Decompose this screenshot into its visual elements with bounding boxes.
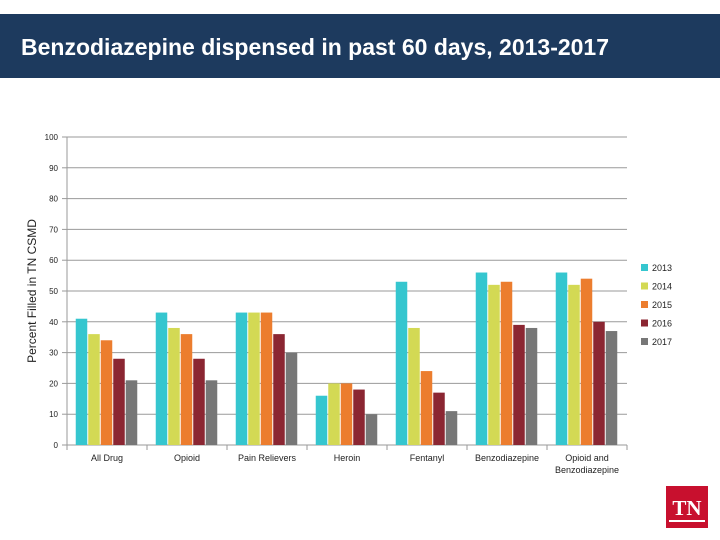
- bar: [593, 321, 605, 445]
- x-tick-label-line: Opioid: [174, 453, 200, 463]
- y-tick-label: 90: [49, 164, 58, 173]
- x-tick-label-line: Fentanyl: [410, 453, 445, 463]
- legend-label: 2015: [652, 300, 672, 310]
- bar: [365, 414, 378, 445]
- bar: [580, 278, 593, 445]
- x-tick-label-line: Pain Relievers: [238, 453, 297, 463]
- y-tick-label: 70: [49, 225, 58, 234]
- x-tick-label-line: Heroin: [334, 453, 361, 463]
- legend-swatch: [641, 301, 648, 308]
- bar: [525, 327, 538, 445]
- tn-logo-underline: [669, 520, 705, 522]
- x-tick-label: Pain Relievers: [238, 453, 297, 463]
- y-tick-label: 80: [49, 195, 58, 204]
- bar: [285, 352, 298, 445]
- bar: [395, 281, 408, 445]
- bar: [260, 312, 273, 445]
- x-tick-label: All Drug: [91, 453, 123, 463]
- y-tick-label: 100: [45, 133, 59, 142]
- bar: [273, 334, 285, 445]
- x-tick-label: Heroin: [334, 453, 361, 463]
- x-tick-label: Benzodiazepine: [475, 453, 539, 463]
- bar: [605, 331, 618, 445]
- bar: [155, 312, 168, 445]
- bar: [100, 340, 113, 445]
- bar: [433, 392, 445, 445]
- legend-label: 2014: [652, 282, 672, 292]
- legend-swatch: [641, 264, 648, 271]
- legend-swatch: [641, 338, 648, 345]
- x-tick-label: Opioid: [174, 453, 200, 463]
- legend-label: 2016: [652, 319, 672, 329]
- bar: [248, 312, 260, 445]
- bar: [125, 380, 138, 445]
- y-axis-title: Percent Filled in TN CSMD: [25, 219, 39, 363]
- bar: [193, 358, 205, 445]
- y-tick-label: 10: [49, 410, 58, 419]
- bar: [408, 327, 420, 445]
- bar: [315, 395, 328, 445]
- bar: [500, 281, 513, 445]
- x-tick-label-line: Opioid and: [565, 453, 609, 463]
- y-tick-label: 40: [49, 318, 58, 327]
- title-bar: Benzodiazepine dispensed in past 60 days…: [0, 14, 720, 78]
- legend-label: 2013: [652, 263, 672, 273]
- x-tick-label-line: All Drug: [91, 453, 123, 463]
- tn-logo: TN: [666, 486, 708, 528]
- legend-swatch: [641, 319, 648, 327]
- y-tick-label: 30: [49, 349, 58, 358]
- bar: [328, 383, 340, 445]
- bar: [488, 284, 500, 445]
- legend-swatch: [641, 282, 648, 290]
- bar: [205, 380, 218, 445]
- bar: [168, 327, 180, 445]
- bar: [340, 383, 353, 445]
- y-tick-label: 20: [49, 379, 58, 388]
- bar: [235, 312, 248, 445]
- bar: [555, 272, 568, 445]
- y-tick-label: 0: [54, 441, 59, 450]
- bar: [180, 334, 193, 445]
- legend-label: 2017: [652, 337, 672, 347]
- x-tick-label: Opioid and Benzodiazepine: [555, 453, 619, 475]
- tn-logo-text: TN: [672, 496, 701, 520]
- y-tick-label: 60: [49, 256, 58, 265]
- page-title: Benzodiazepine dispensed in past 60 days…: [21, 34, 610, 60]
- bar: [475, 272, 488, 445]
- x-tick-label-line: Benzodiazepine: [555, 465, 619, 475]
- bar: [445, 411, 458, 445]
- x-tick-label-line: Benzodiazepine: [475, 453, 539, 463]
- bar: [75, 318, 88, 445]
- bar: [420, 371, 433, 445]
- bar: [113, 358, 125, 445]
- x-tick-label: Fentanyl: [410, 453, 445, 463]
- bar: [353, 389, 365, 445]
- bar: [513, 324, 525, 445]
- bar: [88, 334, 100, 445]
- y-tick-label: 50: [49, 287, 58, 296]
- bar: [568, 284, 580, 445]
